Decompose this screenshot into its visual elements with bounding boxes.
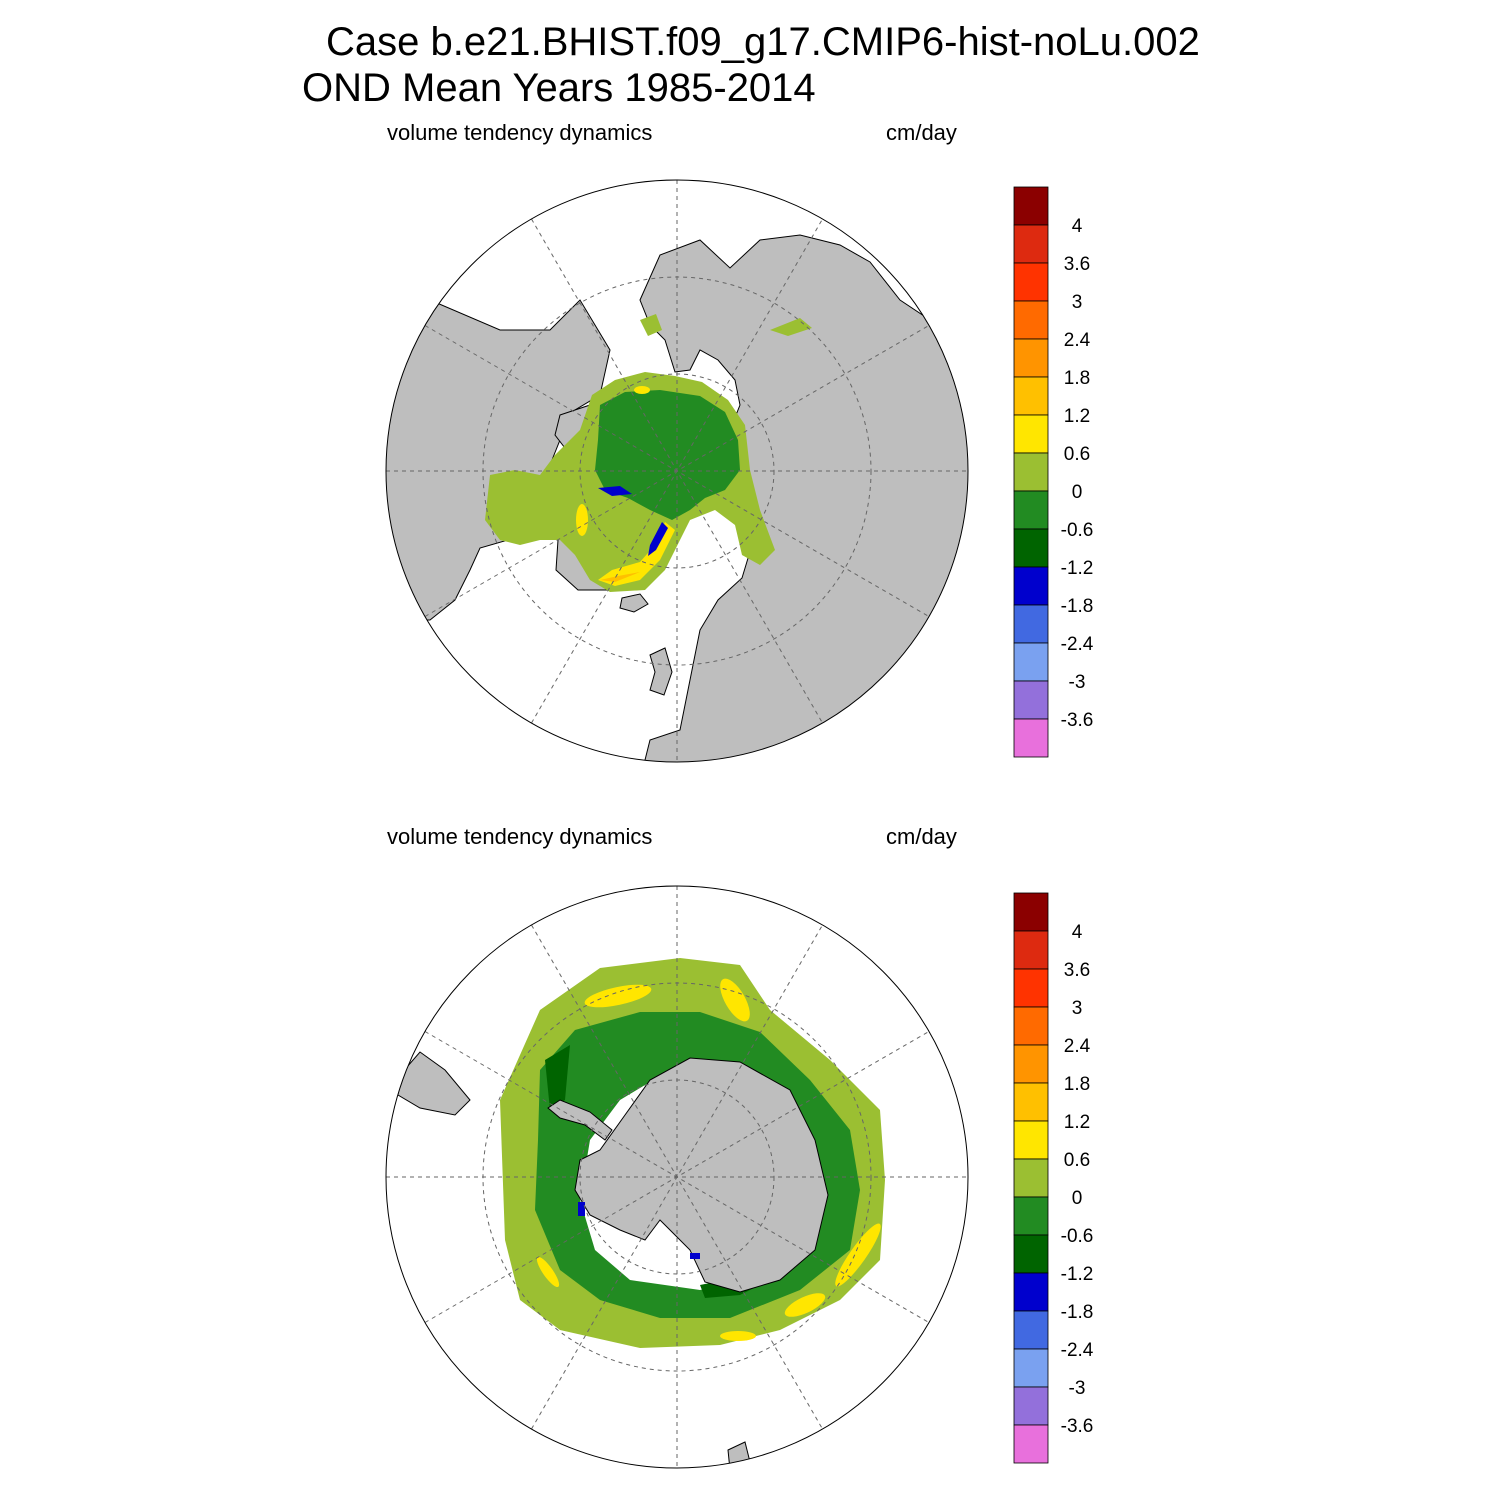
colorbar-swatch [1013, 338, 1049, 378]
antarctic-peninsula-land [547, 1099, 613, 1141]
colorbar-tick-label: 0 [1072, 1188, 1083, 1209]
antarctic-strong-negative [545, 1045, 570, 1110]
colorbar-swatch [1013, 376, 1049, 416]
arctic-units-label: cm/day [886, 120, 957, 145]
colorbar-tick-label: -1.8 [1061, 596, 1094, 617]
colorbar-tick-label: -0.6 [1061, 520, 1094, 541]
colorbar-tick-label: -0.6 [1061, 1226, 1094, 1247]
colorbar-tick-label: 1.2 [1064, 1112, 1090, 1133]
colorbar-swatch [1013, 566, 1049, 606]
colorbar-swatch [1013, 1272, 1049, 1312]
colorbar-tick-label: -3 [1069, 672, 1086, 693]
colorbar-tick-label: -3.6 [1061, 1416, 1094, 1437]
colorbar-swatch [1013, 224, 1049, 264]
colorbar-swatch [1013, 1082, 1049, 1122]
antarctic-positive-patch [720, 1331, 756, 1341]
colorbar-tick-label: -2.4 [1061, 634, 1094, 655]
antarctic-map [385, 885, 969, 1469]
antarctic-positive-patch [784, 1293, 826, 1317]
colorbar-swatch [1013, 1310, 1049, 1350]
colorbar-tick-label: -1.8 [1061, 1302, 1094, 1323]
colorbar-tick-label: 3.6 [1064, 960, 1090, 981]
colorbar-swatch [1013, 1348, 1049, 1388]
colorbar-swatch [1013, 1044, 1049, 1084]
antarctic-graticule [386, 886, 968, 1468]
colorbar-swatch [1013, 680, 1049, 720]
antarctic-negative-spot [690, 1253, 700, 1259]
south-america-land [397, 1051, 471, 1116]
colorbar-swatch [1013, 490, 1049, 530]
colorbar-swatch [1013, 968, 1049, 1008]
colorbar-swatch [1013, 1158, 1049, 1198]
colorbar-swatch [1013, 718, 1049, 758]
colorbar-swatch [1013, 892, 1049, 932]
colorbar-tick-label: 1.2 [1064, 406, 1090, 427]
arctic-positive-patch [634, 386, 650, 394]
colorbar-swatch [1013, 186, 1049, 226]
colorbar-swatch [1013, 262, 1049, 302]
arctic-variable-label: volume tendency dynamics [387, 120, 653, 145]
colorbar-swatch [1013, 642, 1049, 682]
colorbar-swatch [1013, 414, 1049, 454]
colorbar-antarctic: 4 3.6 3 2.4 1.8 1.2 0.6 0 -0.6 -1.2 -1.8 -2.4 -3 -3.6 [1013, 892, 1094, 1464]
colorbar-tick-label: 4 [1072, 922, 1083, 943]
colorbar-tick-label: 2.4 [1064, 1036, 1091, 1057]
plot-title-period: OND Mean Years 1985-2014 [302, 66, 816, 110]
arctic-graticule [386, 180, 968, 762]
colorbar-swatch [1013, 1196, 1049, 1236]
arctic-ice-positive [640, 314, 662, 336]
antarctic-units-label: cm/day [886, 824, 957, 849]
colorbar-tick-label: -3 [1069, 1378, 1086, 1399]
colorbar-tick-label: 0 [1072, 482, 1083, 503]
iceland-land [619, 593, 649, 613]
colorbar-swatch [1013, 452, 1049, 492]
colorbar-tick-label: 3 [1072, 292, 1083, 313]
eurasia-land [639, 234, 968, 762]
colorbar-tick-label: -1.2 [1061, 558, 1094, 579]
colorbar-tick-label: 2.4 [1064, 330, 1091, 351]
colorbar-swatch [1013, 1006, 1049, 1046]
antarctic-negative-spot [578, 1202, 585, 1216]
arctic-negative-strip [598, 486, 632, 496]
colorbar-swatch [1013, 930, 1049, 970]
british-isles-land [649, 647, 673, 696]
colorbar-tick-label: 0.6 [1064, 444, 1090, 465]
plot-title-case: Case b.e21.BHIST.f09_g17.CMIP6-hist-noLu… [326, 20, 1200, 64]
colorbar-tick-label: 0.6 [1064, 1150, 1090, 1171]
arctic-positive-band [598, 522, 675, 586]
arctic-positive-patch [576, 504, 588, 536]
colorbar-tick-label: -1.2 [1061, 1264, 1094, 1285]
arctic-positive-band [600, 572, 640, 582]
colorbar-tick-label: 1.8 [1064, 368, 1090, 389]
colorbar-tick-label: 4 [1072, 216, 1083, 237]
antarctic-positive-patch [584, 984, 652, 1008]
colorbar-swatch [1013, 1234, 1049, 1274]
antarctic-positive-patch [720, 978, 750, 1022]
arctic-negative-strip [648, 522, 668, 556]
colorbar-swatch [1013, 1120, 1049, 1160]
colorbar-tick-label: -2.4 [1061, 1340, 1094, 1361]
colorbar-swatch [1013, 604, 1049, 644]
colorbar-tick-label: 3.6 [1064, 254, 1090, 275]
colorbar-tick-label: 1.8 [1064, 1074, 1090, 1095]
colorbar-swatch [1013, 1424, 1049, 1464]
colorbar-tick-label: -3.6 [1061, 710, 1094, 731]
antarctic-variable-label: volume tendency dynamics [387, 824, 653, 849]
antarctic-positive-patch [536, 1256, 560, 1288]
arctic-map [385, 179, 969, 763]
colorbar-tick-label: 3 [1072, 998, 1083, 1019]
colorbar-swatch [1013, 528, 1049, 568]
colorbar-swatch [1013, 300, 1049, 340]
antarctica-land [574, 1057, 829, 1293]
colorbar-swatch [1013, 1386, 1049, 1426]
colorbar-arctic: 4 3.6 3 2.4 1.8 1.2 0.6 0 -0.6 -1.2 -1.8 -2.4 -3 -3.6 [1013, 186, 1094, 758]
